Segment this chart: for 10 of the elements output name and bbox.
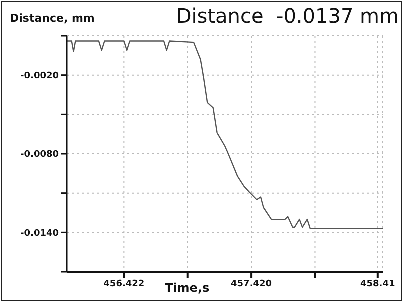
y-axis-title: Distance, mm xyxy=(10,12,95,25)
x-tick-label: 458.41 xyxy=(360,279,396,290)
x-tick-label: 457.420 xyxy=(231,279,272,290)
y-tick-label: -0.0140 xyxy=(20,228,59,239)
chart-title: Distance -0.0137 mm xyxy=(176,4,399,28)
line-series xyxy=(67,40,383,230)
x-axis-title: Time,s xyxy=(165,281,210,295)
y-tick-label: -0.0020 xyxy=(20,72,59,82)
y-tick-label: -0.0080 xyxy=(20,150,59,160)
x-tick-label: 456.422 xyxy=(104,279,145,290)
